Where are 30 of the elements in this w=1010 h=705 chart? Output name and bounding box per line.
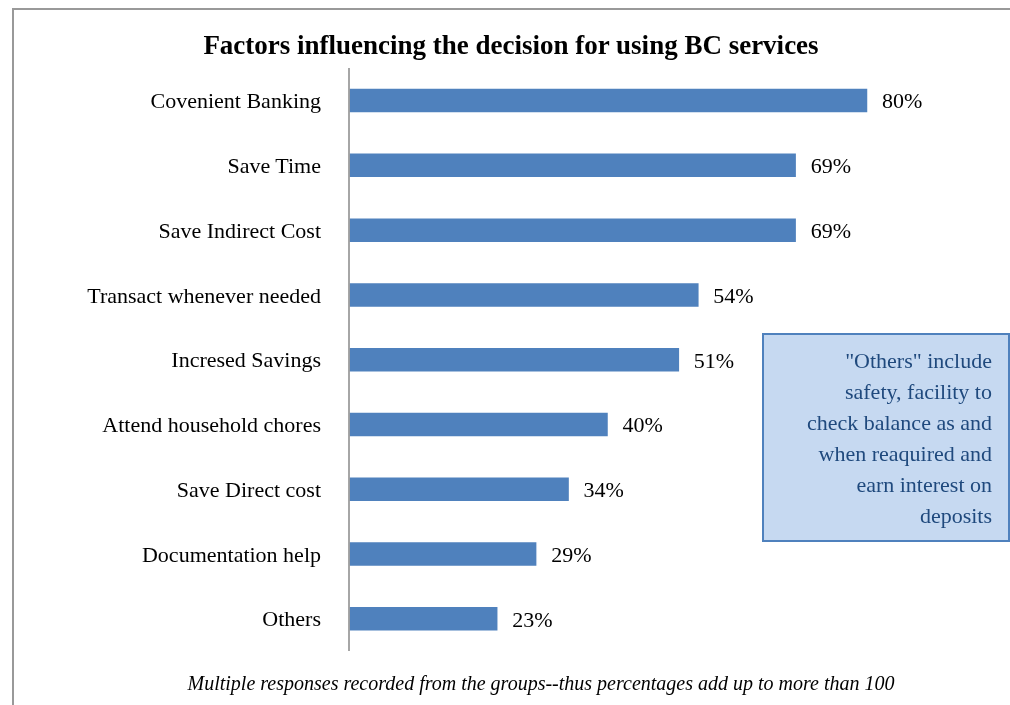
note-box: "Others" include safety, facility to check balance as and when reaquired and earn interest on deposits <box>762 333 1010 542</box>
bar <box>348 281 701 309</box>
text: Multiple responses recorded from the groups--thus percentages add up to more than 100 <box>186 672 896 695</box>
data-label: 69% <box>810 217 851 243</box>
y-tick-label: Save Time <box>227 152 321 178</box>
data-label: 69% <box>810 153 851 179</box>
bar <box>348 216 798 244</box>
y-tick-label: Save Direct cost <box>176 476 321 502</box>
data-label: 29% <box>551 541 592 567</box>
bar <box>348 540 538 568</box>
bar <box>348 411 610 438</box>
data-label: 80% <box>882 88 923 114</box>
data-label: 23% <box>512 606 553 632</box>
data-label: 40% <box>622 412 663 438</box>
y-tick-label: Incresed Savings <box>171 347 321 373</box>
bar <box>348 152 798 179</box>
y-tick-label: Save Indirect Cost <box>158 217 321 243</box>
y-tick-label: Others <box>262 606 321 632</box>
y-tick-label: Transact whenever needed <box>87 282 321 308</box>
bar <box>348 605 499 633</box>
y-tick-label: Attend household chores <box>102 412 321 438</box>
bar <box>348 476 571 503</box>
data-label: 51% <box>693 347 735 373</box>
data-label: 34% <box>583 477 624 503</box>
bar <box>348 346 681 373</box>
y-tick-label: Covenient Banking <box>150 88 321 114</box>
data-label: 54% <box>713 282 754 308</box>
chart-title: Factors influencing the decision for using BC services <box>202 30 820 61</box>
y-tick-label: Documentation help <box>141 541 321 567</box>
bar <box>348 87 869 114</box>
